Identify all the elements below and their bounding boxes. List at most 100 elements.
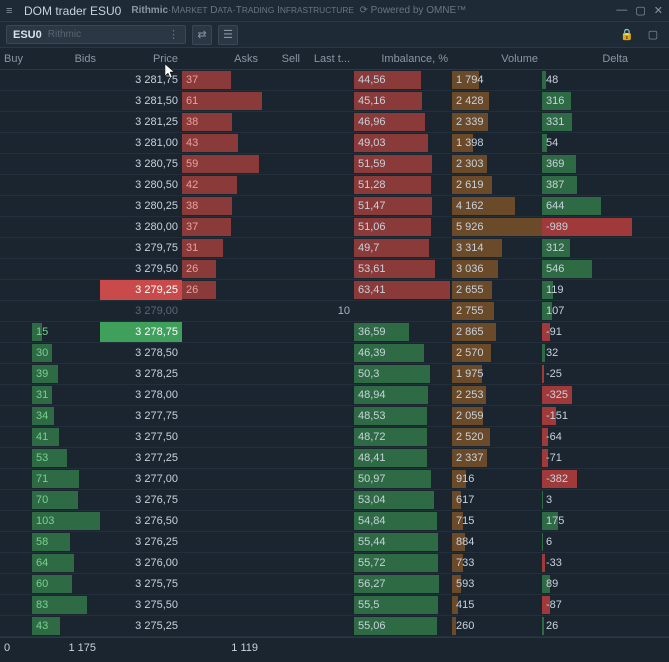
price-row[interactable]: 603 275,7556,2759389 — [0, 574, 669, 595]
bid-cell: 64 — [32, 553, 100, 573]
delta-cell: 546 — [542, 259, 632, 279]
price-row[interactable]: 3 279,252663,412 655119 — [0, 280, 669, 301]
price-row[interactable]: 3 279,00102 755107 — [0, 301, 669, 322]
ask-cell — [182, 595, 262, 615]
price-row[interactable]: 713 277,0050,97916-382 — [0, 469, 669, 490]
imbalance-cell: 51,28 — [354, 175, 452, 195]
col-asks[interactable]: Asks — [182, 53, 262, 65]
footer-bids: 1 175 — [32, 642, 100, 654]
price-row[interactable]: 3 280,504251,282 619387 — [0, 175, 669, 196]
panel-icon[interactable]: ▢ — [643, 25, 663, 45]
last-cell — [304, 343, 354, 363]
delta-cell: 331 — [542, 112, 632, 132]
sell-cell — [262, 427, 304, 447]
price-row[interactable]: 533 277,2548,412 337-71 — [0, 448, 669, 469]
sell-cell — [262, 322, 304, 342]
dom-grid[interactable]: 3 281,753744,561 794483 281,506145,162 4… — [0, 70, 669, 637]
price-row[interactable]: 583 276,2555,448846 — [0, 532, 669, 553]
ask-cell: 38 — [182, 112, 262, 132]
last-cell — [304, 511, 354, 531]
price-cell: 3 279,00 — [100, 301, 182, 321]
minimize-icon[interactable]: — — [616, 4, 627, 17]
window-controls: — ▢ ✕ — [616, 4, 663, 17]
bid-cell — [32, 112, 100, 132]
imbalance-cell: 48,72 — [354, 427, 452, 447]
price-row[interactable]: 433 275,2555,0626026 — [0, 616, 669, 637]
price-row[interactable]: 3 279,753149,73 314312 — [0, 238, 669, 259]
settings-button-1[interactable]: ⇄ — [192, 25, 212, 45]
bid-cell: 43 — [32, 616, 100, 636]
sell-cell — [262, 238, 304, 258]
price-row[interactable]: 3 281,004349,031 39854 — [0, 133, 669, 154]
price-row[interactable]: 3 280,755951,592 303369 — [0, 154, 669, 175]
buy-cell — [0, 574, 32, 594]
volume-cell: 2 655 — [452, 280, 542, 300]
col-price[interactable]: Price — [100, 53, 182, 65]
price-row[interactable]: 1033 276,5054,84715175 — [0, 511, 669, 532]
price-cell: 3 276,50 — [100, 511, 182, 531]
sell-cell — [262, 574, 304, 594]
column-headers: Buy Bids Price Asks Sell Last t... Imbal… — [0, 48, 669, 70]
delta-cell: 644 — [542, 196, 632, 216]
price-row[interactable]: 3 279,502653,613 036546 — [0, 259, 669, 280]
price-cell: 3 278,25 — [100, 364, 182, 384]
price-row[interactable]: 833 275,5055,5415-87 — [0, 595, 669, 616]
ask-cell: 61 — [182, 91, 262, 111]
price-row[interactable]: 643 276,0055,72733-33 — [0, 553, 669, 574]
col-buy[interactable]: Buy — [0, 53, 32, 65]
price-row[interactable]: 3 280,003751,065 926-989 — [0, 217, 669, 238]
price-row[interactable]: 343 277,7548,532 059-151 — [0, 406, 669, 427]
sell-cell — [262, 175, 304, 195]
price-row[interactable]: 3 281,753744,561 79448 — [0, 70, 669, 91]
symbol-menu-icon[interactable]: ⋮ — [168, 28, 179, 41]
price-row[interactable]: 303 278,5046,392 57032 — [0, 343, 669, 364]
price-row[interactable]: 393 278,2550,31 975-25 — [0, 364, 669, 385]
close-icon[interactable]: ✕ — [654, 4, 663, 17]
maximize-icon[interactable]: ▢ — [635, 4, 645, 17]
buy-cell — [0, 133, 32, 153]
price-row[interactable]: 703 276,7553,046173 — [0, 490, 669, 511]
price-row[interactable]: 313 278,0048,942 253-325 — [0, 385, 669, 406]
buy-cell — [0, 511, 32, 531]
bid-cell: 103 — [32, 511, 100, 531]
price-row[interactable]: 3 280,253851,474 162644 — [0, 196, 669, 217]
imbalance-cell: 63,41 — [354, 280, 452, 300]
settings-button-2[interactable]: ☰ — [218, 25, 238, 45]
price-cell: 3 281,75 — [100, 70, 182, 90]
buy-cell — [0, 553, 32, 573]
bid-cell — [32, 154, 100, 174]
volume-cell: 617 — [452, 490, 542, 510]
bid-cell: 70 — [32, 490, 100, 510]
volume-cell: 2 865 — [452, 322, 542, 342]
bid-cell: 39 — [32, 364, 100, 384]
lock-icon[interactable]: 🔒 — [617, 25, 637, 45]
price-row[interactable]: 413 277,5048,722 520-64 — [0, 427, 669, 448]
buy-cell — [0, 280, 32, 300]
imbalance-cell: 53,04 — [354, 490, 452, 510]
col-bids[interactable]: Bids — [32, 53, 100, 65]
col-imbalance[interactable]: Imbalance, % — [354, 53, 452, 65]
sell-cell — [262, 133, 304, 153]
delta-cell: 369 — [542, 154, 632, 174]
price-row[interactable]: 3 281,253846,962 339331 — [0, 112, 669, 133]
col-last[interactable]: Last t... — [304, 53, 354, 65]
price-row[interactable]: 3 281,506145,162 428316 — [0, 91, 669, 112]
col-volume[interactable]: Volume — [452, 53, 542, 65]
symbol-input[interactable]: ESU0 Rithmic ⋮ — [6, 25, 186, 44]
volume-cell: 2 570 — [452, 343, 542, 363]
delta-cell: 6 — [542, 532, 632, 552]
buy-cell — [0, 301, 32, 321]
col-delta[interactable]: Delta — [542, 53, 632, 65]
volume-cell: 593 — [452, 574, 542, 594]
menu-icon[interactable]: ≡ — [6, 5, 20, 17]
last-cell — [304, 469, 354, 489]
last-cell — [304, 196, 354, 216]
imbalance-cell: 50,97 — [354, 469, 452, 489]
price-cell: 3 277,25 — [100, 448, 182, 468]
col-sell[interactable]: Sell — [262, 53, 304, 65]
price-cell: 3 281,50 — [100, 91, 182, 111]
price-cell: 3 275,25 — [100, 616, 182, 636]
price-row[interactable]: 153 278,7536,592 865-91 — [0, 322, 669, 343]
sell-cell — [262, 196, 304, 216]
buy-cell — [0, 154, 32, 174]
